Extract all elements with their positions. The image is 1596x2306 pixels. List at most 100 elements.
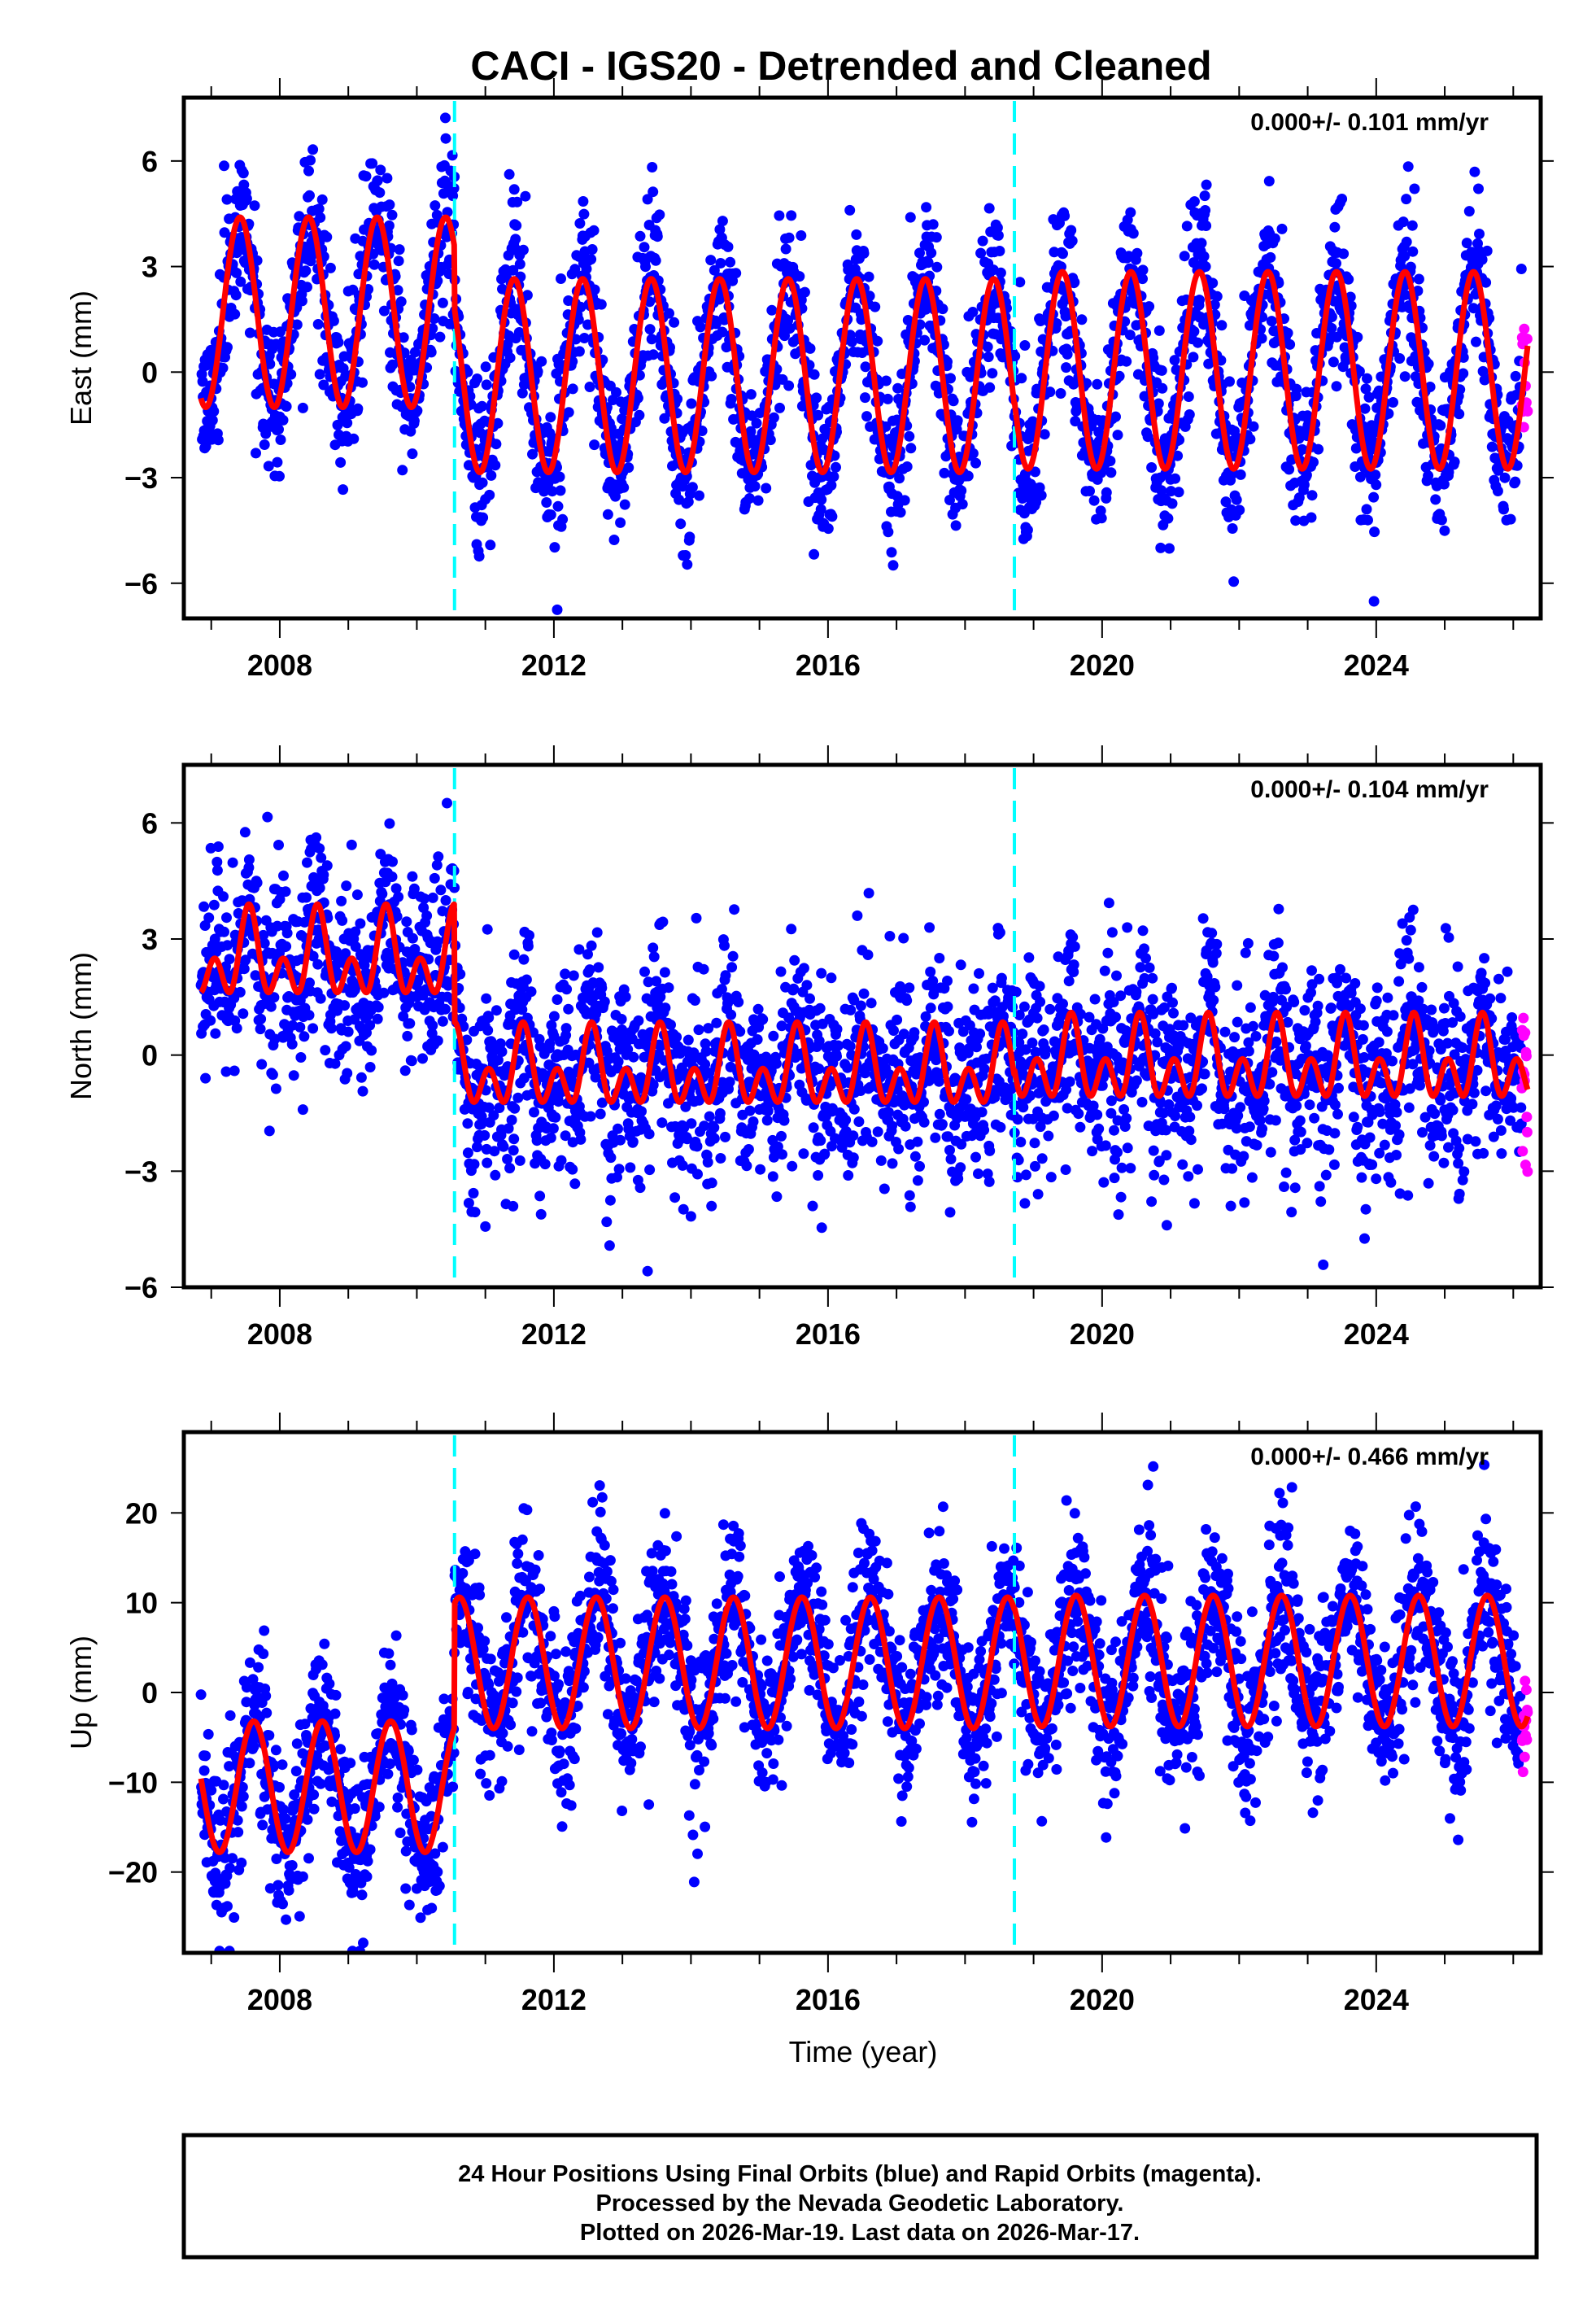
data-point-final xyxy=(1069,277,1080,288)
data-point-final xyxy=(1055,388,1066,399)
data-point-final xyxy=(200,441,211,452)
data-point-final xyxy=(1398,216,1409,228)
data-point-final xyxy=(198,901,210,912)
data-point-final xyxy=(1409,183,1420,194)
data-point-final xyxy=(944,1025,954,1037)
data-point-final xyxy=(256,1059,268,1070)
data-point-final xyxy=(547,486,558,497)
data-point-final xyxy=(407,932,418,944)
data-point-final xyxy=(442,797,452,809)
data-point-final xyxy=(514,259,525,270)
data-point-final xyxy=(815,504,826,515)
data-point-final xyxy=(357,1085,368,1097)
data-point-final xyxy=(258,418,269,430)
data-point-final xyxy=(840,1114,852,1125)
data-point-final xyxy=(659,967,670,978)
data-point-final xyxy=(751,417,762,429)
data-point-final xyxy=(575,1133,587,1145)
data-point-final xyxy=(219,160,229,172)
data-point-final xyxy=(328,315,339,326)
data-point-final xyxy=(1070,416,1081,427)
data-point-final xyxy=(315,212,326,223)
data-point-final xyxy=(492,417,504,429)
data-point-final xyxy=(1049,247,1060,258)
data-point-final xyxy=(648,951,660,963)
data-point-final xyxy=(1284,338,1296,350)
data-point-final xyxy=(1326,322,1337,334)
data-point-final xyxy=(1132,247,1143,259)
data-point-final xyxy=(552,994,563,1005)
data-point-final xyxy=(434,331,446,343)
data-point-final xyxy=(291,319,303,330)
data-point-final xyxy=(733,997,744,1007)
data-point-final xyxy=(992,229,1004,241)
data-point-final xyxy=(1510,476,1521,487)
data-point-final xyxy=(660,1002,671,1014)
data-point-final xyxy=(398,332,409,343)
data-point-final xyxy=(404,1018,416,1029)
data-point-final xyxy=(490,460,501,471)
data-point-final xyxy=(525,986,537,998)
data-point-final xyxy=(219,926,229,937)
data-point-final xyxy=(508,1200,519,1212)
data-point-final xyxy=(364,1062,376,1072)
data-point-final xyxy=(348,433,360,444)
data-point-final xyxy=(378,987,390,998)
data-point-final xyxy=(623,462,634,474)
data-point-final xyxy=(259,439,270,450)
data-point-final xyxy=(967,307,979,317)
data-point-final xyxy=(669,1192,681,1203)
data-point-final xyxy=(260,428,272,439)
data-point-final xyxy=(799,286,810,298)
data-point-final xyxy=(325,1023,337,1034)
data-point-final xyxy=(425,347,437,358)
data-point-final xyxy=(440,895,451,906)
data-point-final xyxy=(852,910,863,921)
data-point-final xyxy=(557,513,569,525)
data-point-final xyxy=(502,338,513,350)
data-point-final xyxy=(211,865,223,876)
data-point-final xyxy=(724,1077,735,1088)
data-point-final xyxy=(979,1125,990,1136)
data-point-final xyxy=(826,479,837,491)
data-point-final xyxy=(1359,403,1371,414)
y-tick-label: −3 xyxy=(124,461,158,495)
data-point-final xyxy=(992,222,1003,234)
data-point-final xyxy=(691,1141,703,1152)
data-point-final xyxy=(1329,221,1341,233)
data-point-final xyxy=(640,261,651,273)
data-point-final xyxy=(894,473,905,484)
data-point-final xyxy=(575,301,587,312)
data-point-final xyxy=(784,322,796,334)
data-point-final xyxy=(481,993,492,1004)
data-point-final xyxy=(715,1153,726,1164)
data-point-final xyxy=(286,1038,298,1050)
data-point-final xyxy=(691,912,702,924)
data-point-final xyxy=(589,284,600,295)
data-point-final xyxy=(905,1201,916,1212)
data-point-final xyxy=(218,891,229,902)
data-point-final xyxy=(208,406,220,417)
data-point-final xyxy=(1363,514,1373,526)
data-point-final xyxy=(440,133,451,144)
data-point-final xyxy=(352,403,364,414)
data-point-final xyxy=(210,1028,221,1039)
data-point-final xyxy=(1022,524,1033,535)
data-point-final xyxy=(811,392,822,404)
data-point-final xyxy=(828,471,839,483)
data-point-final xyxy=(1235,469,1246,480)
data-point-final xyxy=(367,158,378,169)
data-point-final xyxy=(399,1065,411,1077)
data-point-final xyxy=(922,257,934,269)
data-point-final xyxy=(901,461,913,472)
data-point-final xyxy=(648,942,659,954)
data-point-final xyxy=(686,398,697,409)
data-point-final xyxy=(1207,277,1219,289)
data-point-final xyxy=(807,1200,818,1212)
data-point-final xyxy=(567,1164,578,1175)
data-point-final xyxy=(1473,183,1484,194)
data-point-final xyxy=(944,1145,955,1155)
data-point-final xyxy=(264,1125,275,1137)
data-point-final xyxy=(858,988,870,999)
data-point-final xyxy=(689,995,700,1006)
